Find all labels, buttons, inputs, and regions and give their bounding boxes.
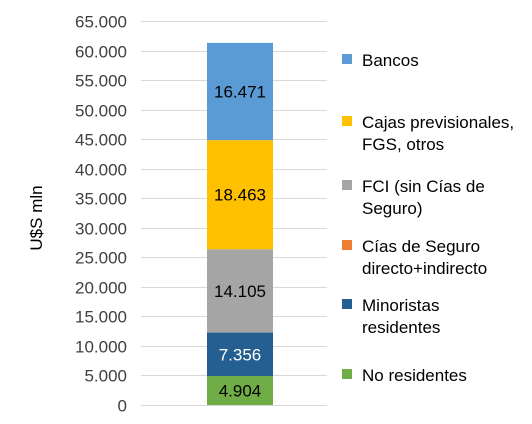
legend-label: Minoristas	[362, 296, 439, 315]
y-tick-label: 0	[118, 397, 127, 416]
legend-swatch	[342, 299, 352, 309]
legend-label: residentes	[362, 318, 440, 337]
y-tick-label: 25.000	[75, 249, 127, 268]
y-tick-label: 15.000	[75, 308, 127, 327]
bar-segment	[207, 376, 273, 405]
bar-segment	[207, 140, 273, 250]
y-axis-ticks: 0 5.000 10.000 15.000 20.000 25.000 30.000 35.0…	[75, 13, 127, 416]
data-label: 18.463	[214, 186, 266, 205]
data-label: 7.356	[219, 345, 262, 364]
legend-swatch	[342, 54, 352, 64]
y-tick-label: 45.000	[75, 131, 127, 150]
legend-label: Seguro)	[362, 199, 422, 218]
data-label: 16.471	[214, 83, 266, 102]
y-tick-label: 40.000	[75, 161, 127, 180]
y-tick-label: 35.000	[75, 190, 127, 209]
data-label: 4.904	[219, 382, 262, 401]
legend-swatch	[342, 369, 352, 379]
y-tick-label: 30.000	[75, 220, 127, 239]
legend-label: Cajas previsionales,	[362, 113, 514, 132]
legend-swatch	[342, 240, 352, 250]
y-tick-label: 55.000	[75, 72, 127, 91]
data-label: 14.105	[214, 282, 266, 301]
legend-label: Cías de Seguro	[362, 237, 480, 256]
y-tick-label: 60.000	[75, 43, 127, 62]
y-tick-label: 50.000	[75, 102, 127, 121]
y-tick-label: 10.000	[75, 338, 127, 357]
legend-label: FCI (sin Cías de	[362, 177, 485, 196]
y-tick-label: 5.000	[84, 367, 127, 386]
y-tick-label: 20.000	[75, 279, 127, 298]
data-labels: 4.904 7.356 14.105 18.463 16.471	[214, 83, 266, 401]
legend: Bancos Cajas previsionales, FGS, otros FCI …	[342, 51, 514, 385]
legend-label: Bancos	[362, 51, 419, 70]
y-axis-label: U$S mln	[27, 185, 46, 250]
bar-segment	[207, 249, 273, 333]
bar-segment	[207, 332, 273, 377]
bar-stack	[207, 42, 273, 405]
legend-swatch	[342, 116, 352, 126]
legend-label: No residentes	[362, 366, 467, 385]
bar-segment	[207, 42, 273, 141]
legend-label: directo+indirecto	[362, 259, 487, 278]
legend-label: FGS, otros	[362, 135, 444, 154]
y-tick-label: 65.000	[75, 13, 127, 32]
legend-swatch	[342, 180, 352, 190]
